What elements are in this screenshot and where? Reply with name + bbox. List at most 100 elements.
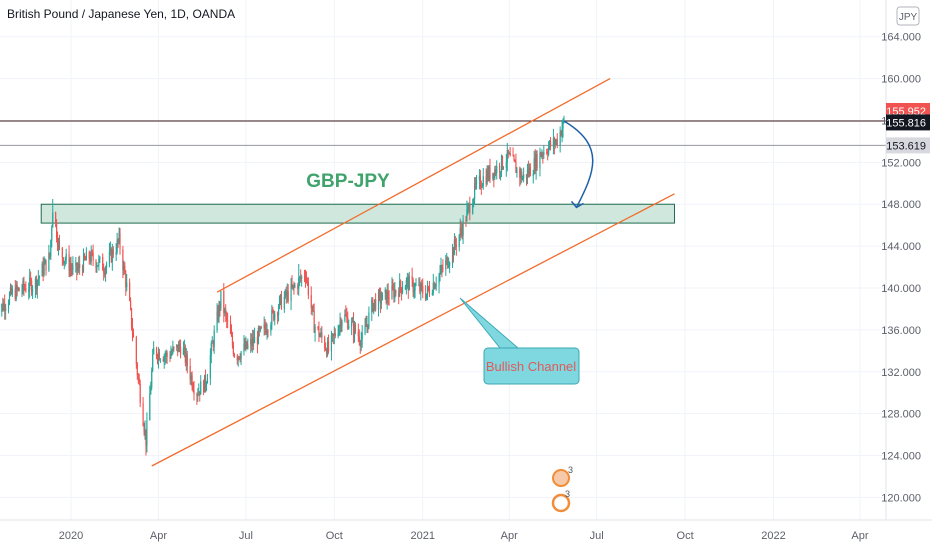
candle-body — [303, 276, 306, 278]
candle-body — [112, 249, 114, 256]
candle-body — [253, 336, 256, 344]
candle-body — [92, 253, 94, 261]
candle-body — [193, 390, 195, 395]
candle-body — [50, 240, 52, 257]
candle-body — [171, 352, 173, 354]
candle-body — [4, 303, 6, 311]
candle-body — [451, 248, 454, 264]
candle-body — [427, 286, 430, 289]
candle-body — [413, 290, 415, 293]
price-badge-bg — [886, 114, 930, 131]
candle-body — [548, 146, 550, 155]
candle-body — [307, 281, 309, 296]
candle-body — [41, 263, 43, 277]
candle-body — [108, 251, 111, 264]
currency-button-label[interactable]: JPY — [899, 12, 918, 23]
candle-body — [299, 276, 301, 278]
price-scale[interactable] — [886, 0, 932, 550]
candle-body — [442, 268, 444, 270]
candle-body — [203, 381, 205, 393]
candle-body — [271, 310, 273, 325]
candle-body — [555, 139, 557, 143]
candle-body — [388, 297, 390, 299]
candle-body — [441, 266, 443, 269]
candle-body — [354, 324, 357, 332]
candle-body — [226, 314, 228, 321]
candle-body — [352, 320, 355, 336]
candle-body — [368, 312, 370, 328]
candle-body — [95, 260, 97, 269]
price-badge-label: 155.816 — [886, 117, 926, 129]
candle-body — [540, 152, 542, 157]
candle-body — [230, 333, 233, 336]
candle-body — [525, 174, 528, 178]
candle-body — [513, 156, 515, 160]
candle-body — [414, 285, 416, 291]
price-badge-label: 153.619 — [886, 140, 926, 152]
candle-body — [203, 374, 206, 393]
logo-count-bottom: 3 — [565, 489, 570, 499]
x-axis-labels: 2020 Apr Jul Oct 2021 Apr Jul Oct 2022 Apr — [59, 530, 869, 542]
candle-body — [539, 152, 541, 169]
candle-body — [178, 343, 181, 348]
candle-body — [265, 328, 267, 334]
candle-body — [487, 170, 489, 179]
candle-body — [89, 258, 91, 262]
candle-body — [277, 307, 280, 316]
candle-body — [237, 356, 239, 361]
candle-body — [338, 326, 340, 334]
arrowhead — [570, 200, 584, 209]
candle-body — [61, 247, 63, 258]
candle-body — [280, 294, 283, 309]
candle-body — [407, 278, 409, 291]
candle-body — [273, 310, 275, 320]
candle-body — [35, 278, 38, 290]
candle-body — [411, 276, 413, 280]
candle-body — [474, 183, 476, 199]
candle-body — [166, 352, 168, 357]
candle-body — [279, 294, 282, 298]
candle-body — [78, 263, 80, 269]
candle-body — [412, 279, 414, 293]
candle-body — [433, 283, 435, 289]
candle-body — [146, 420, 148, 446]
candle-body — [532, 173, 534, 177]
candle-body — [278, 297, 281, 308]
x-tick-label: 2021 — [410, 530, 434, 542]
candle-body — [286, 290, 288, 297]
candle-body — [69, 265, 71, 271]
candle-body — [553, 138, 555, 146]
candle-body — [49, 252, 51, 257]
candle-body — [103, 270, 105, 273]
candle-body — [98, 259, 100, 266]
candle-body — [514, 159, 516, 163]
candle-body — [454, 239, 456, 245]
candle-body — [151, 370, 153, 388]
candle-body — [18, 288, 20, 292]
candle-body — [333, 333, 335, 336]
candle-body — [277, 313, 279, 316]
candle-body — [238, 356, 240, 359]
candle-body — [28, 289, 30, 292]
candle-body — [372, 299, 374, 311]
candle-body — [313, 310, 315, 333]
currency-button-box[interactable] — [896, 6, 920, 26]
candle-body — [252, 338, 254, 346]
candle-body — [527, 169, 530, 175]
candle-body — [45, 259, 47, 271]
candle-body — [420, 283, 422, 292]
candle-body — [440, 266, 442, 273]
candle-body — [502, 167, 505, 169]
candle-body — [42, 263, 44, 275]
candle-body — [152, 354, 154, 371]
candle-body — [258, 328, 260, 331]
y-tick-label: 144.000 — [881, 241, 921, 253]
candle-body — [542, 153, 544, 156]
candle-body — [521, 171, 523, 180]
currency-button[interactable]: JPY — [896, 6, 920, 26]
candle-body — [56, 238, 59, 247]
candle-body — [256, 336, 259, 344]
candle-body — [439, 272, 441, 275]
x-tick-label: Apr — [851, 530, 868, 542]
